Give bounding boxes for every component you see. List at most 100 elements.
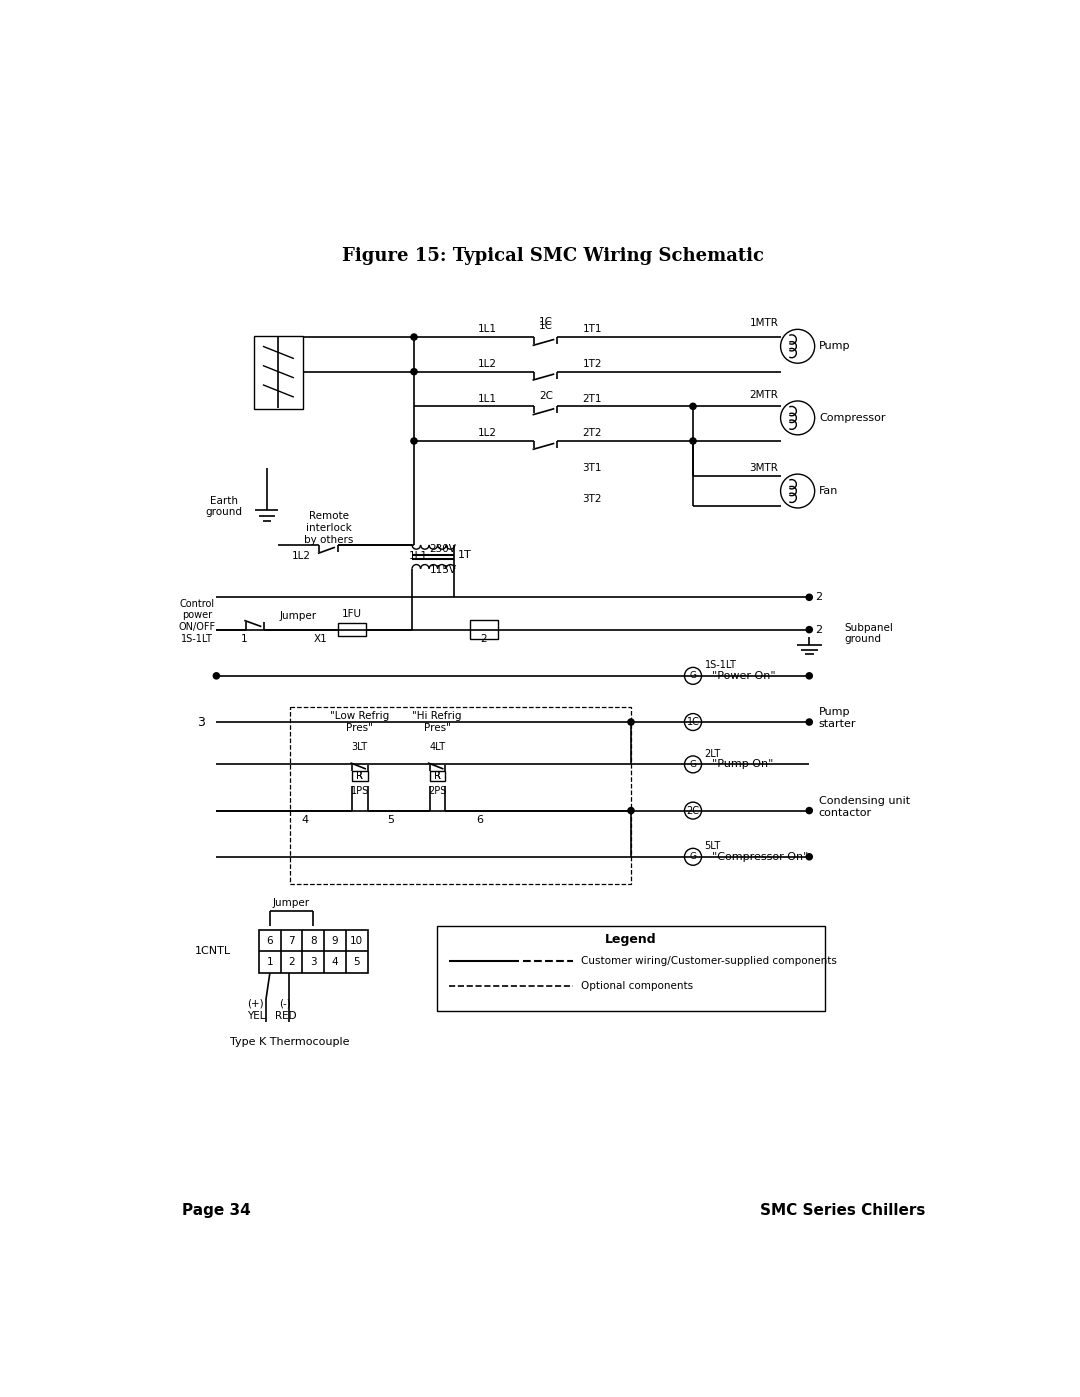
- Text: "Pump On": "Pump On": [713, 760, 773, 770]
- Circle shape: [806, 594, 812, 601]
- Text: 2: 2: [481, 634, 487, 644]
- Text: 2: 2: [288, 957, 295, 967]
- Text: 4: 4: [302, 814, 309, 824]
- Text: 1L2: 1L2: [478, 359, 497, 369]
- Text: Page 34: Page 34: [181, 1203, 251, 1218]
- Bar: [338, 623, 366, 636]
- Bar: [259, 930, 367, 974]
- Text: Optional components: Optional components: [581, 981, 692, 990]
- Circle shape: [627, 807, 634, 813]
- Text: 1L1: 1L1: [478, 324, 497, 334]
- Text: Customer wiring/Customer-supplied components: Customer wiring/Customer-supplied compon…: [581, 956, 837, 965]
- Text: 2C: 2C: [687, 806, 700, 816]
- Text: 7: 7: [288, 936, 295, 946]
- Text: Subpanel
ground: Subpanel ground: [845, 623, 893, 644]
- Text: 1L1: 1L1: [408, 552, 428, 562]
- Circle shape: [410, 437, 417, 444]
- Text: 3LT: 3LT: [352, 742, 368, 753]
- Text: 1L1: 1L1: [478, 394, 497, 404]
- Text: 2T1: 2T1: [582, 394, 602, 404]
- Text: Control
power
ON/OFF
1S-1LT: Control power ON/OFF 1S-1LT: [178, 599, 216, 644]
- Text: 8: 8: [310, 936, 316, 946]
- Text: Jumper: Jumper: [273, 898, 310, 908]
- Text: 1L2: 1L2: [478, 429, 497, 439]
- Text: YEL: YEL: [246, 1011, 266, 1021]
- Text: Figure 15: Typical SMC Wiring Schematic: Figure 15: Typical SMC Wiring Schematic: [342, 247, 765, 265]
- Text: 1T1: 1T1: [582, 324, 602, 334]
- Text: 3T1: 3T1: [582, 462, 602, 474]
- Text: 1L2: 1L2: [292, 552, 311, 562]
- Text: Pump: Pump: [820, 341, 851, 351]
- Text: 2: 2: [815, 592, 823, 602]
- Bar: [430, 771, 445, 781]
- Circle shape: [690, 437, 697, 444]
- Text: 6: 6: [267, 936, 273, 946]
- Text: Pump
starter: Pump starter: [819, 707, 856, 729]
- Bar: [352, 771, 367, 781]
- Circle shape: [627, 719, 634, 725]
- Text: Earth
ground: Earth ground: [205, 496, 243, 517]
- Text: 1FU: 1FU: [342, 609, 362, 619]
- Text: Fan: Fan: [820, 486, 839, 496]
- Bar: [291, 707, 631, 884]
- Circle shape: [410, 369, 417, 374]
- Text: 1: 1: [267, 957, 273, 967]
- Text: 230V: 230V: [430, 543, 457, 553]
- Text: R: R: [434, 771, 441, 781]
- Text: G: G: [689, 852, 697, 862]
- Text: 3: 3: [310, 957, 316, 967]
- Text: (-): (-): [280, 997, 292, 1009]
- Text: Legend: Legend: [605, 933, 657, 946]
- Text: R: R: [356, 771, 363, 781]
- Circle shape: [690, 404, 697, 409]
- Bar: [470, 620, 498, 638]
- Text: 1C: 1C: [539, 317, 553, 327]
- Text: 5: 5: [353, 957, 360, 967]
- Circle shape: [806, 719, 812, 725]
- Text: 1T2: 1T2: [582, 359, 602, 369]
- Circle shape: [410, 334, 417, 339]
- Text: 5LT: 5LT: [704, 841, 720, 851]
- Text: 6: 6: [476, 814, 484, 824]
- Circle shape: [806, 807, 812, 813]
- Text: R: R: [434, 771, 441, 781]
- Bar: [254, 335, 303, 409]
- Text: (+): (+): [247, 997, 265, 1009]
- Text: 9: 9: [332, 936, 338, 946]
- Text: 1: 1: [241, 634, 247, 644]
- Text: 2C: 2C: [539, 391, 553, 401]
- Text: "Hi Refrig
Pres": "Hi Refrig Pres": [413, 711, 462, 733]
- Circle shape: [806, 673, 812, 679]
- Text: 1CNTL: 1CNTL: [194, 947, 230, 957]
- Text: 3: 3: [197, 715, 205, 729]
- Text: RED: RED: [274, 1011, 296, 1021]
- Circle shape: [213, 673, 219, 679]
- Text: 1C: 1C: [687, 717, 700, 726]
- Text: "Compressor On": "Compressor On": [713, 852, 809, 862]
- Text: G: G: [689, 672, 697, 680]
- Text: 4: 4: [332, 957, 338, 967]
- Text: 1C: 1C: [539, 321, 553, 331]
- Circle shape: [806, 854, 812, 861]
- Text: Jumper: Jumper: [280, 610, 316, 620]
- Text: 2PS: 2PS: [428, 787, 446, 796]
- Text: 5: 5: [388, 814, 394, 824]
- Text: Remote
interlock
by others: Remote interlock by others: [305, 511, 353, 545]
- Text: X1: X1: [314, 634, 328, 644]
- Text: G: G: [689, 760, 697, 768]
- Text: Condensing unit
contactor: Condensing unit contactor: [819, 796, 909, 817]
- Text: "Low Refrig
Pres": "Low Refrig Pres": [330, 711, 390, 733]
- Text: 4LT: 4LT: [429, 742, 445, 753]
- Text: 1PS: 1PS: [351, 787, 369, 796]
- Text: 2T2: 2T2: [582, 429, 602, 439]
- Text: Type K Thermocouple: Type K Thermocouple: [230, 1037, 350, 1046]
- Text: 2LT: 2LT: [704, 749, 720, 759]
- Text: Compressor: Compressor: [820, 414, 886, 423]
- Text: 115V: 115V: [430, 564, 457, 574]
- Text: R: R: [356, 771, 363, 781]
- Text: 2MTR: 2MTR: [750, 390, 779, 400]
- Text: 1S-1LT: 1S-1LT: [704, 659, 737, 671]
- Text: 10: 10: [350, 936, 363, 946]
- Bar: [437, 926, 825, 1011]
- Text: 1T: 1T: [458, 550, 472, 560]
